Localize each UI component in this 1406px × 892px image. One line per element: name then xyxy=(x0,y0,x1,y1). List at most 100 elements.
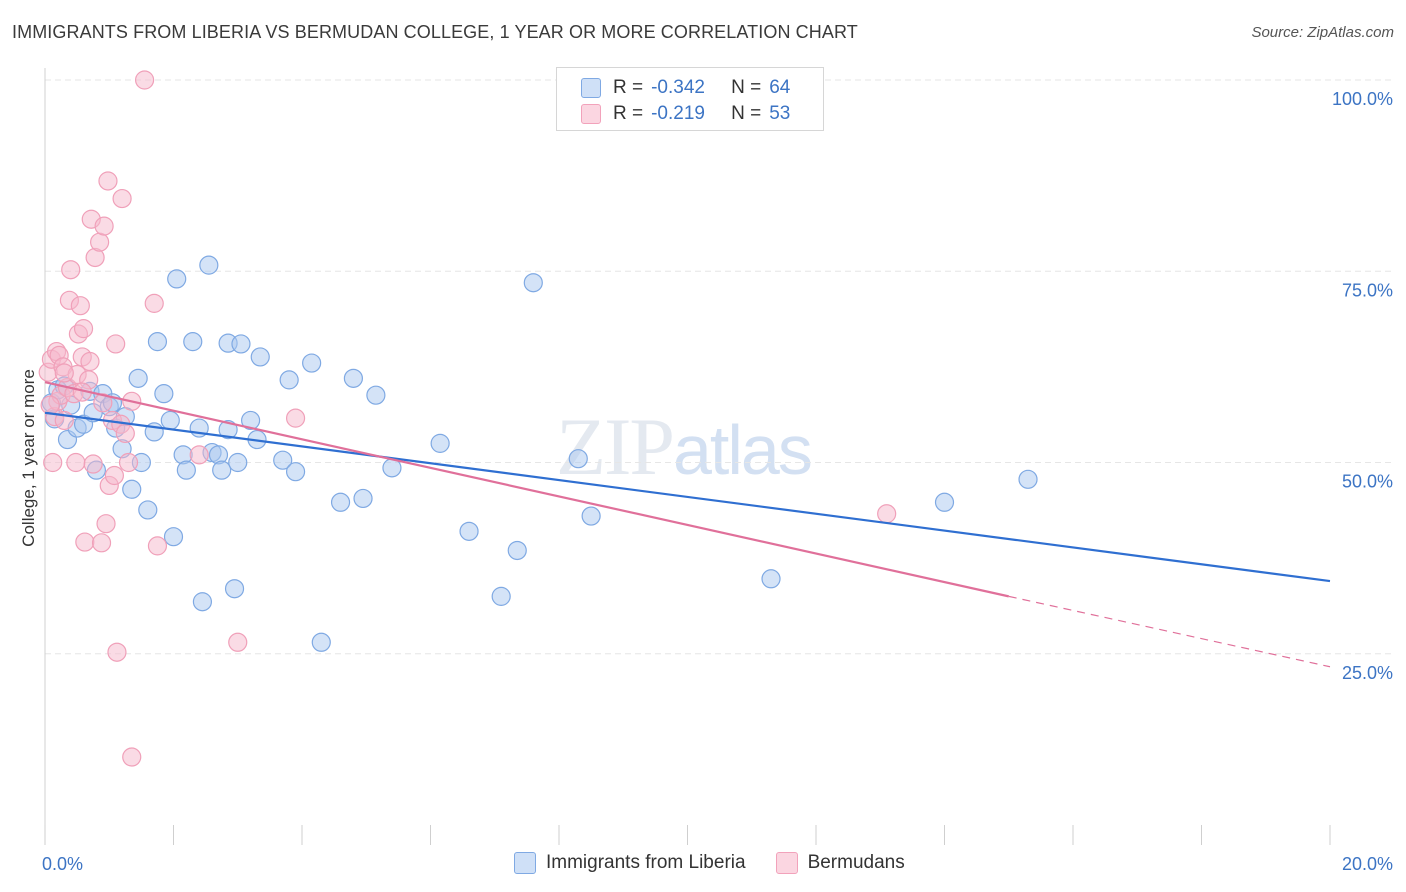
series-legend-liberia[interactable]: Immigrants from Liberia xyxy=(514,852,746,874)
series-legend-bermudans[interactable]: Bermudans xyxy=(775,852,905,874)
data-point xyxy=(73,319,94,339)
data-point xyxy=(40,395,60,415)
series-swatch-blue xyxy=(514,852,536,874)
data-point xyxy=(934,492,955,512)
data-point xyxy=(279,370,299,390)
data-point xyxy=(163,527,184,547)
series-bermudans xyxy=(38,70,897,767)
data-point xyxy=(75,532,95,552)
trend-line-extrapolated xyxy=(1008,595,1331,668)
data-point xyxy=(134,70,155,90)
data-point xyxy=(61,260,81,280)
data-point xyxy=(106,334,126,354)
data-point xyxy=(228,632,248,652)
data-point xyxy=(523,273,543,293)
data-point xyxy=(91,533,112,553)
data-point xyxy=(118,452,139,473)
legend-row-liberia: R = -0.342 N = 64 xyxy=(581,76,790,100)
data-point xyxy=(104,465,124,486)
data-point xyxy=(1018,469,1038,489)
data-point xyxy=(112,188,132,209)
legend-n-value: 64 xyxy=(769,77,791,98)
data-point xyxy=(212,460,232,480)
data-point xyxy=(199,255,219,275)
data-point xyxy=(83,454,103,474)
legend-swatch-blue xyxy=(581,78,601,98)
y-tick-label: 25.0% xyxy=(1342,663,1393,683)
trend-line xyxy=(44,381,1009,598)
data-point xyxy=(353,488,373,509)
legend-r-value: -0.219 xyxy=(651,103,705,124)
data-point xyxy=(285,408,306,428)
legend-r-label: R = xyxy=(613,103,644,124)
axes xyxy=(44,68,1331,845)
x-tick-label-max: 20.0% xyxy=(1342,854,1393,874)
legend-r-label: R = xyxy=(613,77,644,98)
data-point xyxy=(189,445,209,465)
data-point xyxy=(459,521,479,541)
data-point xyxy=(430,433,450,453)
data-point xyxy=(581,506,601,526)
data-point xyxy=(250,347,270,367)
data-point xyxy=(761,569,781,589)
legend-swatch-pink xyxy=(581,104,601,124)
chart-title: IMMIGRANTS FROM LIBERIA VS BERMUDAN COLL… xyxy=(12,22,858,42)
data-point xyxy=(54,363,74,383)
data-point xyxy=(144,293,164,313)
data-point xyxy=(93,393,113,413)
data-point xyxy=(491,586,511,606)
legend-n-label: N = xyxy=(731,77,762,98)
correlation-legend: R = -0.342 N = 64 R = -0.219 N = 53 xyxy=(556,67,824,131)
trend-lines xyxy=(44,381,1331,668)
data-point xyxy=(138,500,158,520)
y-tick-label: 100.0% xyxy=(1332,89,1393,109)
data-point xyxy=(241,410,261,431)
data-point xyxy=(192,592,213,612)
x-tick-label-min: 0.0% xyxy=(42,854,83,874)
data-point xyxy=(98,171,118,191)
trend-line xyxy=(44,411,1331,583)
data-point xyxy=(877,504,897,524)
data-point xyxy=(96,514,116,534)
grid-lines xyxy=(45,79,1395,655)
data-point xyxy=(43,452,63,473)
series-swatch-pink xyxy=(775,852,798,874)
data-point xyxy=(107,642,127,662)
data-point xyxy=(366,385,386,405)
data-point xyxy=(176,460,196,480)
watermark-atlas: atlas xyxy=(673,411,813,489)
data-point xyxy=(231,334,251,354)
data-point xyxy=(218,420,238,440)
data-point xyxy=(154,384,174,404)
data-point xyxy=(80,351,100,372)
legend-r-value: -0.342 xyxy=(651,77,705,98)
data-point xyxy=(90,232,110,252)
data-point xyxy=(273,450,293,470)
data-point xyxy=(285,462,306,482)
y-axis-title: College, 1 year or more xyxy=(19,369,38,547)
data-point xyxy=(568,449,588,469)
watermark-zip: ZIP xyxy=(556,401,675,492)
data-point xyxy=(128,368,148,388)
data-point xyxy=(507,540,527,561)
data-point xyxy=(147,536,168,556)
data-point xyxy=(160,410,180,431)
series-legend-label: Bermudans xyxy=(807,852,905,873)
data-point xyxy=(224,579,245,599)
y-tick-label: 50.0% xyxy=(1342,472,1393,492)
data-point xyxy=(66,452,86,473)
y-tick-label: 75.0% xyxy=(1342,280,1393,300)
legend-n-value: 53 xyxy=(769,103,791,124)
data-point xyxy=(167,269,187,289)
series-legend: Immigrants from Liberia Bermudans xyxy=(514,852,935,874)
legend-row-bermudans: R = -0.219 N = 53 xyxy=(581,102,790,126)
axis-labels: 25.0% 50.0% 75.0% 100.0% 0.0% 20.0% College, 1… xyxy=(19,89,1393,874)
data-point xyxy=(70,296,90,316)
legend-n-label: N = xyxy=(731,103,762,124)
data-points xyxy=(38,70,1038,767)
data-point xyxy=(311,632,331,652)
data-point xyxy=(122,479,142,499)
data-point xyxy=(147,332,168,352)
data-point xyxy=(94,216,114,236)
